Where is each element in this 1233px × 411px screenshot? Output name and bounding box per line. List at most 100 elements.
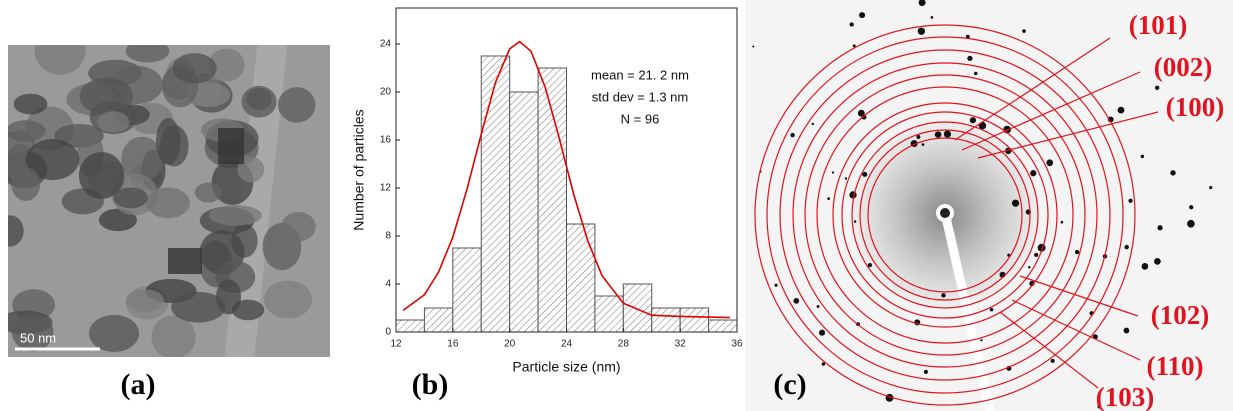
- particle: [97, 111, 130, 133]
- x-axis-label: Particle size (nm): [512, 359, 620, 375]
- spot: [862, 171, 868, 177]
- spot: [1170, 170, 1176, 176]
- bar: [480, 55, 511, 333]
- y-tick-label: 4: [385, 279, 391, 290]
- particle: [278, 87, 316, 123]
- spot: [1141, 263, 1149, 270]
- y-tick-label: 0: [385, 327, 391, 338]
- particle: [11, 312, 54, 352]
- y-tick-label: 16: [380, 135, 392, 146]
- particle: [208, 48, 245, 82]
- spot: [818, 329, 826, 336]
- spot: [821, 362, 826, 366]
- spot: [1007, 253, 1011, 257]
- histogram-chart: 0 4 8 12 16 20 24 12 16 20 24 28 32 36 Particle size (…: [351, 7, 743, 375]
- bar: [622, 283, 653, 333]
- spot: [816, 305, 820, 308]
- spot: [1074, 249, 1080, 255]
- spot: [1097, 404, 1102, 409]
- spot: [969, 117, 977, 124]
- spot: [867, 262, 873, 268]
- y-tick-label: 20: [380, 87, 392, 98]
- spot: [923, 369, 929, 374]
- spot: [1022, 29, 1026, 33]
- spot: [1140, 154, 1145, 159]
- x-tick-label: 12: [390, 339, 402, 350]
- spot: [941, 293, 946, 298]
- particle: [151, 315, 196, 357]
- lattice-fringe: [218, 128, 244, 164]
- spot: [793, 297, 800, 304]
- diffraction-label: (100): [1166, 92, 1224, 122]
- particle: [11, 167, 41, 201]
- x-tick-label: 36: [731, 339, 743, 350]
- particle: [13, 93, 48, 115]
- particle: [241, 85, 277, 118]
- spot: [1060, 220, 1064, 224]
- x-tick-label: 28: [618, 339, 630, 350]
- spot: [1034, 252, 1039, 257]
- y-tick-label: 8: [385, 231, 391, 242]
- bar: [509, 91, 539, 333]
- spot: [827, 197, 831, 200]
- spot: [980, 339, 983, 342]
- particle: [194, 182, 222, 203]
- spot: [1107, 116, 1114, 123]
- particle: [25, 139, 80, 181]
- spot: [1124, 244, 1129, 250]
- particle: [78, 151, 125, 199]
- lattice-fringe: [168, 248, 202, 274]
- spot: [774, 283, 778, 287]
- particle: [264, 280, 313, 319]
- diffraction-ring: [841, 111, 1049, 319]
- y-tick-label: 12: [380, 183, 392, 194]
- diffraction-ring: [851, 121, 1039, 309]
- spot: [1157, 225, 1163, 231]
- particle: [208, 205, 262, 226]
- particle: [172, 53, 217, 84]
- bar: [708, 319, 738, 333]
- spot: [1030, 170, 1037, 177]
- spot: [1154, 258, 1161, 265]
- bar: [651, 307, 681, 333]
- x-tick-label: 16: [447, 339, 459, 350]
- particle: [237, 156, 265, 183]
- bar: [566, 223, 596, 333]
- spot: [844, 177, 848, 180]
- x-tick-label: 20: [504, 339, 516, 350]
- particle: [8, 120, 46, 142]
- bar: [679, 307, 710, 333]
- spot: [1128, 198, 1133, 203]
- spot: [1046, 159, 1054, 167]
- particle: [125, 45, 170, 63]
- spot: [853, 220, 857, 223]
- beam-center: [940, 208, 950, 218]
- diffraction-ring: [754, 24, 1136, 406]
- diffraction-label: (110): [1147, 351, 1204, 381]
- spot: [849, 22, 854, 27]
- x-tick-label: 32: [675, 339, 687, 350]
- particle: [231, 299, 265, 321]
- spot: [916, 134, 921, 139]
- spot: [989, 307, 994, 312]
- particle: [281, 211, 316, 242]
- spot: [831, 171, 835, 174]
- annotation: N = 96: [621, 111, 660, 126]
- panel-label: (c): [773, 368, 806, 401]
- spot: [934, 131, 942, 138]
- spot: [921, 143, 925, 146]
- particle: [113, 187, 148, 209]
- y-tick-label: 24: [380, 39, 392, 50]
- diffraction-ring: [792, 62, 1098, 368]
- diffraction-ring: [816, 86, 1074, 344]
- diffraction-ring: [804, 74, 1086, 356]
- spot: [917, 27, 926, 35]
- diffraction-ring: [779, 49, 1111, 381]
- spot: [1117, 106, 1125, 114]
- spot: [1028, 265, 1031, 269]
- diffraction-label: (101): [1129, 10, 1187, 40]
- spot: [1011, 199, 1020, 207]
- spot: [752, 45, 755, 48]
- bar: [594, 295, 624, 333]
